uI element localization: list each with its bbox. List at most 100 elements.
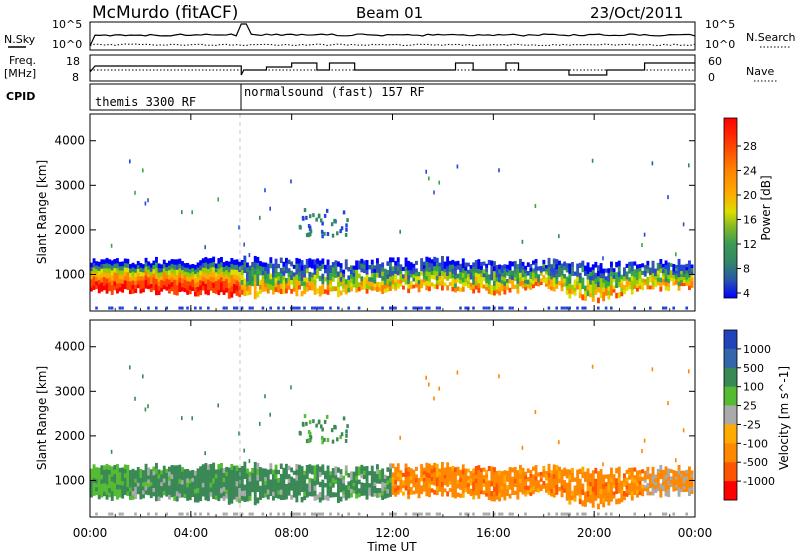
power-cell: [217, 279, 221, 285]
velocity-cell: [318, 491, 322, 498]
power-cell: [615, 282, 619, 289]
velocity-cell: [482, 482, 486, 487]
velocity-cell: [181, 484, 184, 489]
power-cell: [641, 282, 645, 287]
velocity-cell: [126, 478, 130, 483]
power-low-range: [428, 306, 431, 310]
velocity-cell: [422, 474, 426, 479]
velocity-cell: [513, 482, 517, 488]
velocity-cell: [214, 495, 218, 500]
velocity-cell: [547, 490, 551, 496]
power-cell: [129, 281, 132, 286]
velocity-cell: [633, 486, 637, 492]
power-cell: [490, 270, 494, 276]
power-cell: [649, 267, 652, 272]
power-cell: [591, 285, 595, 292]
power-cell: [110, 279, 114, 286]
power-cell: [443, 265, 447, 269]
power-cell: [235, 269, 239, 276]
power-cell: [617, 281, 621, 288]
power-cell: [633, 269, 637, 274]
velocity-cell: [545, 474, 548, 478]
power-cell: [664, 273, 668, 278]
power-low-range: [282, 306, 285, 310]
velocity-cell: [568, 489, 572, 495]
velocity-cell: [383, 494, 387, 499]
velocity-cell: [656, 483, 660, 488]
power-cell: [589, 271, 593, 277]
velocity-cell: [350, 492, 353, 498]
power-cell: [246, 267, 249, 273]
power-scatter: [191, 210, 193, 215]
power-cell: [519, 276, 522, 282]
velocity-cell: [199, 466, 203, 472]
power-patch: [320, 229, 324, 234]
power-cell: [412, 263, 416, 268]
velocity-cell: [529, 491, 533, 496]
velocity-cell: [207, 474, 210, 481]
power-cell: [300, 265, 304, 271]
power-cell: [256, 256, 260, 263]
velocity-cell: [188, 478, 192, 484]
power-cell: [428, 276, 431, 282]
velocity-low-range: [662, 512, 665, 516]
power-cell: [435, 271, 439, 276]
velocity-cell: [573, 493, 577, 498]
velocity-cell: [222, 482, 226, 487]
power-cell: [144, 270, 148, 276]
velocity-cell: [220, 477, 223, 484]
velocity-colorbar-tick-label: -500: [743, 456, 768, 469]
velocity-patch: [346, 424, 349, 429]
power-cell: [155, 256, 158, 263]
velocity-cell: [376, 473, 379, 479]
velocity-cell: [290, 481, 294, 487]
velocity-cell: [550, 488, 554, 493]
power-low-range: [464, 306, 467, 310]
power-cell: [360, 276, 364, 282]
power-cell: [610, 271, 613, 277]
power-cell: [246, 276, 249, 282]
velocity-cell: [584, 491, 587, 497]
power-cell: [298, 267, 301, 273]
velocity-cell: [625, 485, 629, 490]
velocity-cell: [100, 479, 104, 484]
power-cell: [591, 269, 595, 276]
velocity-cell: [651, 491, 655, 496]
velocity-cell: [173, 490, 177, 496]
velocity-cell: [467, 475, 470, 480]
power-cell: [589, 267, 593, 272]
velocity-cell: [295, 463, 299, 470]
power-cell: [599, 272, 603, 279]
velocity-cell: [253, 498, 257, 506]
velocity-cell: [108, 469, 112, 475]
power-cell: [196, 291, 200, 297]
power-cell: [435, 266, 439, 272]
power-low-range: [581, 306, 584, 310]
velocity-cell: [178, 478, 182, 484]
power-cell: [165, 266, 169, 271]
velocity-cell: [103, 478, 106, 484]
power-cell: [212, 261, 216, 268]
power-cell: [381, 271, 385, 277]
velocity-cell: [500, 493, 504, 498]
velocity-cell: [628, 471, 632, 476]
power-cell: [438, 282, 442, 286]
velocity-cell: [508, 484, 512, 490]
power-cell: [165, 282, 169, 287]
power-cell: [347, 267, 351, 272]
velocity-cell: [685, 472, 689, 477]
velocity-cell: [602, 488, 606, 494]
velocity-cell: [604, 482, 608, 487]
power-cell: [292, 264, 296, 269]
velocity-cell: [196, 487, 200, 493]
velocity-cell: [503, 474, 507, 480]
power-cell: [256, 291, 260, 298]
power-scatter: [110, 243, 113, 248]
power-cell: [194, 269, 197, 275]
power-cell: [617, 276, 621, 283]
velocity-cell: [295, 496, 299, 503]
power-low-range: [329, 306, 332, 310]
velocity-low-range: [222, 512, 226, 516]
power-cell: [178, 263, 182, 269]
velocity-cell: [443, 477, 447, 482]
